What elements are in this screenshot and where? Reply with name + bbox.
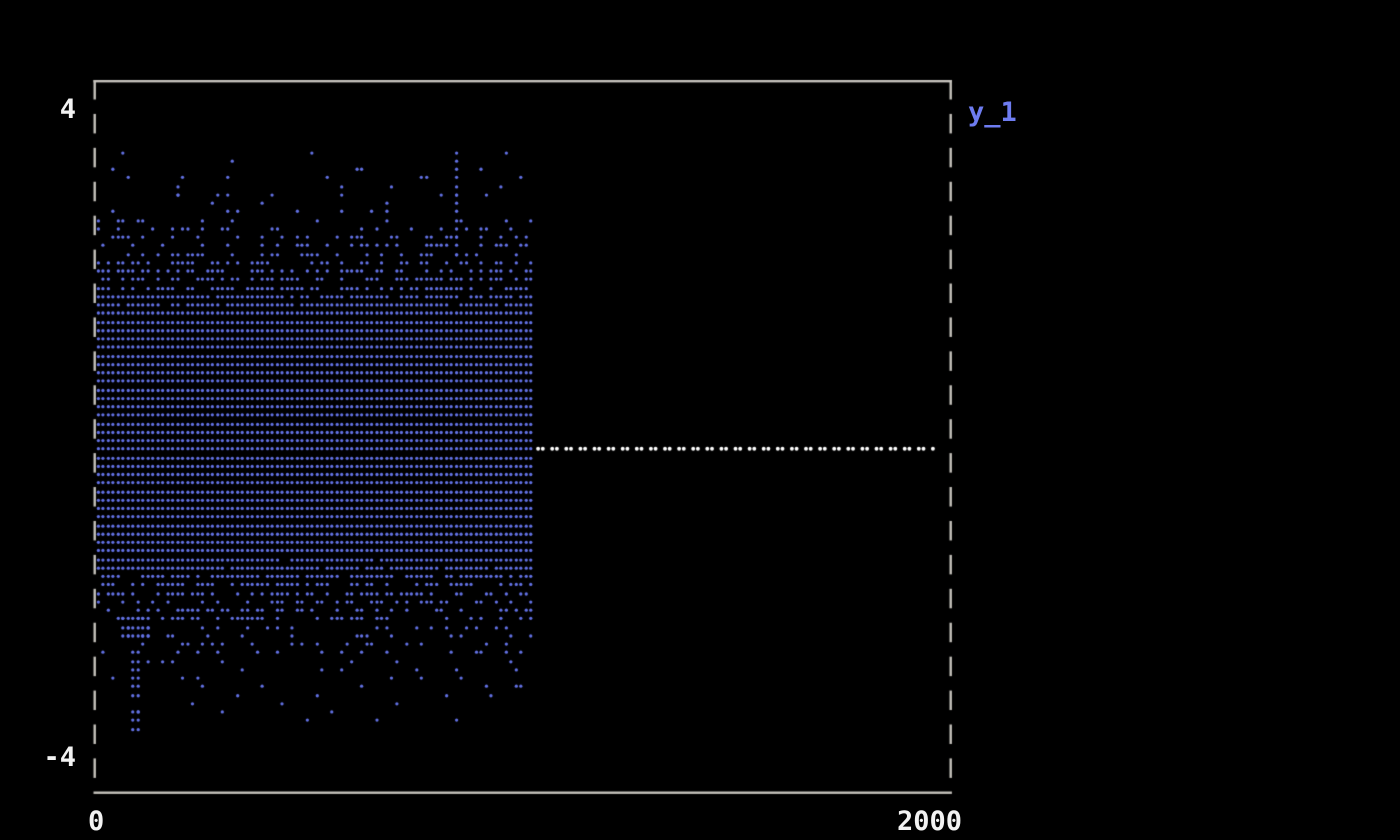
y-axis-tick-min: -4 bbox=[43, 742, 76, 773]
legend-label-y1: y_1 bbox=[968, 97, 1017, 128]
x-axis-tick-min: 0 bbox=[88, 806, 105, 837]
x-axis-tick-max: 2000 bbox=[897, 806, 963, 837]
y-axis-tick-max: 4 bbox=[59, 94, 76, 125]
